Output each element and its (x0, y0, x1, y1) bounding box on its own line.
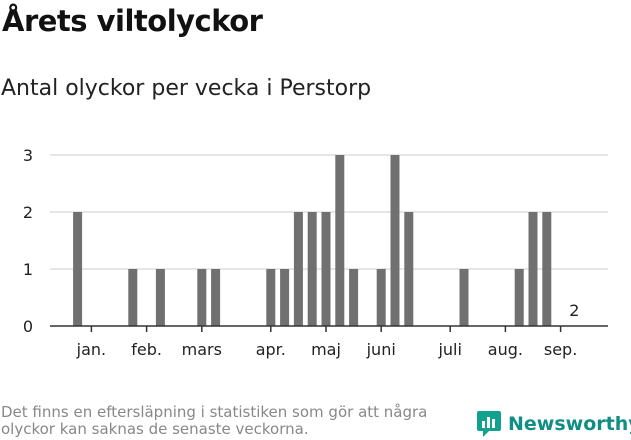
x-tick-label: jan. (76, 340, 106, 359)
chart-subtitle: Antal olyckor per vecka i Perstorp (1, 76, 372, 101)
bar (293, 212, 303, 326)
bar (211, 269, 221, 326)
bar (376, 269, 386, 326)
data-label: 2 (569, 301, 579, 320)
bar (528, 212, 538, 326)
bar (321, 212, 331, 326)
bar (459, 269, 469, 326)
x-tick-label: sep. (544, 340, 577, 359)
bar (73, 212, 83, 326)
bar (307, 212, 317, 326)
x-tick-label: aug. (488, 340, 523, 359)
bar (390, 155, 400, 326)
bar (542, 212, 552, 326)
bar (155, 269, 165, 326)
x-tick-label: juni (366, 340, 396, 359)
bar-chart: 0 1 2 3 2 jan. feb. mars apr. maj juni juli aug. sep. (23, 146, 608, 359)
y-tick-label: 2 (23, 203, 33, 222)
x-tick-label: maj (311, 340, 341, 359)
bar (514, 269, 524, 326)
x-tick-label: apr. (256, 340, 286, 359)
y-tick-label: 0 (23, 317, 33, 336)
newsworthy-logo-text: Newsworthy (508, 413, 631, 435)
y-tick-label: 1 (23, 260, 33, 279)
x-tick-label: juli (437, 340, 461, 359)
footnote: Det finns en eftersläpning i statistiken… (1, 403, 428, 438)
bar (128, 269, 138, 326)
bar (335, 155, 345, 326)
y-tick-label: 3 (23, 146, 33, 165)
bar (266, 269, 276, 326)
bar (349, 269, 359, 326)
chart-title: Årets viltolyckor (2, 4, 263, 38)
bar (280, 269, 290, 326)
newsworthy-logo-icon (477, 411, 501, 437)
newsworthy-logo: Newsworthy (476, 408, 631, 440)
x-tick-label: feb. (131, 340, 162, 359)
bar (404, 212, 414, 326)
bar (197, 269, 207, 326)
x-tick-label: mars (182, 340, 222, 359)
